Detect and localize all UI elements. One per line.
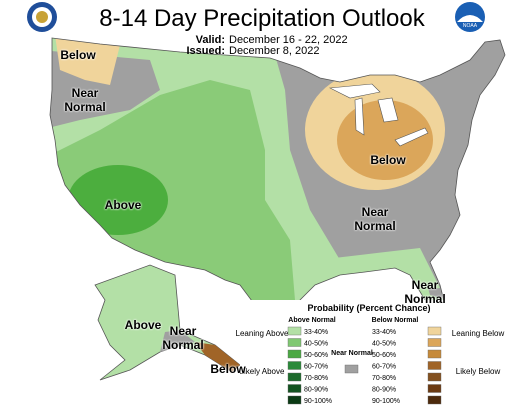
below-range: 60-70%: [372, 364, 396, 371]
below-heading: Below Normal: [372, 317, 419, 324]
below-range: 40-50%: [372, 341, 396, 348]
below-swatch: [427, 384, 442, 393]
above-range: 90-100%: [304, 398, 332, 405]
above-swatch: [287, 338, 302, 347]
valid-label: Valid:: [196, 34, 225, 46]
below-swatch: [427, 326, 442, 336]
legend-box: [240, 300, 523, 404]
title: 8-14 Day Precipitation Outlook: [99, 5, 426, 32]
above-swatch: [287, 326, 302, 336]
legend-title: Probability (Percent Chance): [307, 303, 430, 313]
alaska-near: [160, 330, 195, 352]
below-swatch: [427, 349, 442, 359]
above-swatch: [287, 349, 302, 359]
alaska-below: [195, 342, 240, 372]
leaning-above: Leaning Above: [236, 329, 289, 338]
map-label: Near Normal: [404, 278, 446, 306]
issued-label: Issued:: [186, 45, 225, 57]
leaning-below: Leaning Below: [452, 329, 505, 338]
valid: December 16 - 22, 2022: [229, 34, 348, 46]
below-range: 33-40%: [372, 329, 396, 336]
below-swatch: [427, 338, 442, 347]
map-label: Below: [370, 153, 406, 167]
below-range: 90-100%: [372, 398, 400, 405]
below-range: 80-90%: [372, 387, 396, 394]
us-outline: [49, 37, 506, 336]
above-heading: Above Normal: [288, 317, 336, 324]
issued: December 8, 2022: [229, 45, 320, 57]
above-range: 33-40%: [304, 329, 328, 336]
above-swatch: [287, 384, 302, 393]
above-swatch: [287, 361, 302, 370]
logo-left: [27, 2, 57, 32]
map-label: Below: [60, 48, 96, 62]
likely-below: Likely Below: [456, 367, 501, 376]
below-range: 50-60%: [372, 352, 396, 359]
below-swatch: [427, 361, 442, 370]
great-lakes: [328, 83, 429, 147]
below-swatch: [427, 372, 442, 382]
above-range: 80-90%: [304, 387, 328, 394]
map-label: Near Normal: [162, 324, 204, 352]
above-swatch: [287, 372, 302, 382]
near-swatch: [344, 364, 359, 374]
map-label: Near Normal: [354, 205, 396, 233]
map-label: Near Normal: [64, 86, 106, 114]
legend: Probability (Percent Chance) Above Norma…: [236, 300, 523, 405]
map-label: Above: [124, 318, 162, 332]
below-swatch: [427, 395, 442, 405]
above-range: 70-80%: [304, 375, 328, 382]
above-range: 60-70%: [304, 364, 328, 371]
above-range: 50-60%: [304, 352, 328, 359]
map-label: Below: [210, 362, 246, 376]
map-label: Above: [104, 198, 142, 212]
logo-right: NOAA: [455, 2, 485, 32]
likely-above: Likely Above: [240, 367, 285, 376]
above-swatch: [287, 395, 302, 405]
near-label: Near Normal: [331, 350, 373, 357]
below-range: 70-80%: [372, 375, 396, 382]
logo-text: NOAA: [463, 23, 478, 29]
above-range: 40-50%: [304, 341, 328, 348]
